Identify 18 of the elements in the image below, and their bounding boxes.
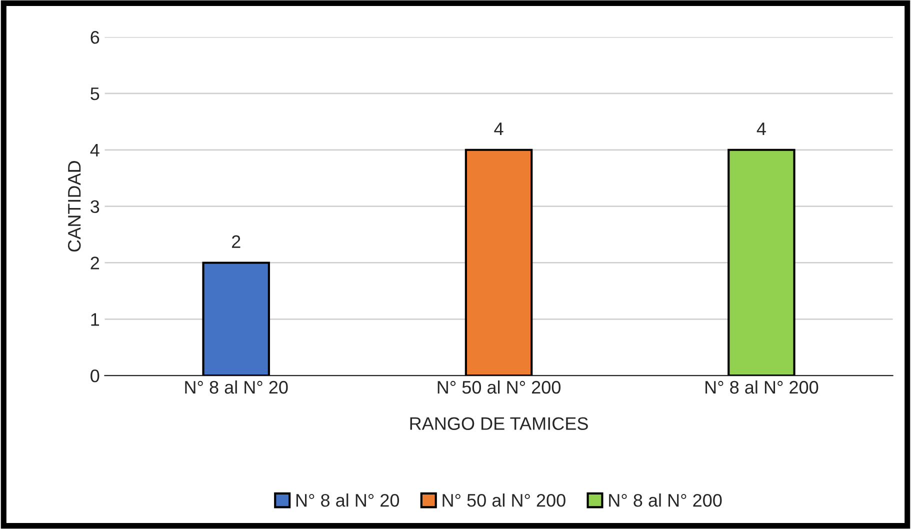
- data-label: 4: [756, 122, 766, 136]
- x-tick-label: N° 8 al N° 200: [706, 380, 818, 394]
- legend-label: N° 50 al N° 200: [442, 494, 566, 507]
- y-tick-label: 6: [90, 30, 100, 44]
- legend-label: N° 8 al N° 200: [609, 494, 722, 507]
- y-tick-label: 2: [90, 256, 99, 270]
- data-label: 2: [232, 235, 240, 248]
- legend-label: N° 8 al N° 20: [296, 494, 400, 507]
- y-tick-label: 1: [91, 313, 100, 326]
- x-tick-label: N° 50 al N° 200: [438, 380, 560, 394]
- y-tick-label: 3: [90, 200, 100, 214]
- y-tick-label: 5: [90, 88, 100, 100]
- data-label: 4: [494, 122, 504, 136]
- y-tick-label: 4: [90, 144, 100, 156]
- x-tick-label: N° 8 al N° 20: [185, 380, 288, 394]
- x-axis-title: RANGO DE TAMICES: [410, 417, 588, 430]
- y-axis-title: CANTIDAD: [68, 161, 81, 252]
- y-tick-label: 0: [90, 370, 100, 382]
